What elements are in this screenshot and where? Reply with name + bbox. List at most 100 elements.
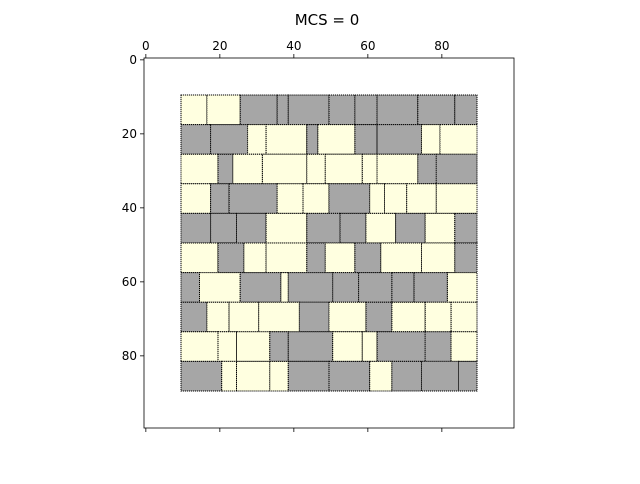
heatmap-cell-empty-r7-c8	[424, 301, 452, 333]
heatmap-cell-filled-r0-c5	[328, 94, 356, 126]
heatmap-cell-filled-r0-c9	[454, 94, 478, 126]
heatmap-cell-empty-r7-c9	[450, 301, 478, 333]
heatmap-cell-empty-r2-c2	[232, 153, 263, 185]
heatmap-cell-empty-r7-c7	[391, 301, 426, 333]
heatmap-cell-empty-r8-c1	[217, 331, 237, 362]
heatmap-cell-filled-r0-c6	[354, 94, 378, 126]
heatmap-cell-empty-r2-c7	[376, 153, 419, 185]
heatmap-cell-empty-r9-c2	[236, 360, 271, 392]
heatmap-cell-filled-r9-c4	[287, 360, 330, 392]
heatmap-cell-filled-r5-c1	[217, 242, 245, 274]
heatmap-cell-empty-r8-c2	[236, 331, 271, 362]
heatmap-cell-filled-r9-c7	[391, 360, 422, 392]
heatmap-cell-filled-r2-c9	[435, 153, 478, 185]
heatmap-cell-empty-r9-c1	[221, 360, 237, 392]
heatmap-cell-empty-r4-c3	[265, 212, 308, 244]
heatmap-cell-empty-r0-c1	[206, 94, 241, 126]
heatmap-cell-filled-r6-c2	[239, 272, 282, 303]
heatmap-cell-filled-r8-c7	[376, 331, 426, 362]
heatmap-cell-filled-r0-c4	[287, 94, 330, 126]
y-tick-label-0: 0	[129, 53, 137, 67]
heatmap-cell-filled-r8-c4	[287, 331, 334, 362]
heatmap-cell-filled-r6-c5	[332, 272, 360, 303]
heatmap-cell-empty-r7-c1	[206, 301, 230, 333]
heatmap-cell-filled-r4-c0	[180, 212, 212, 244]
heatmap-cell-empty-r2-c0	[180, 153, 219, 185]
heatmap-cell-filled-r5-c6	[354, 242, 382, 274]
heatmap-cell-empty-r3-c4	[302, 183, 330, 214]
heatmap-cell-filled-r7-c6	[365, 301, 393, 333]
heatmap-cell-empty-r1-c9	[439, 124, 478, 155]
heatmap-cell-filled-r4-c1	[210, 212, 238, 244]
x-tick-label-0: 0	[142, 39, 150, 53]
heatmap-cell-empty-r3-c3	[276, 183, 304, 214]
heatmap-cell-empty-r8-c6	[361, 331, 378, 362]
heatmap-cell-filled-r0-c2	[239, 94, 278, 126]
heatmap-cell-filled-r4-c7	[395, 212, 426, 244]
heatmap-cell-filled-r5-c9	[454, 242, 478, 274]
heatmap-cell-empty-r1-c3	[265, 124, 308, 155]
heatmap-cell-empty-r3-c0	[180, 183, 212, 214]
heatmap-cell-empty-r9-c3	[269, 360, 289, 392]
heatmap-cell-filled-r1-c4	[306, 124, 319, 155]
heatmap-cell-filled-r4-c4	[306, 212, 341, 244]
y-tick-label-60: 60	[122, 275, 137, 289]
x-tick-label-40: 40	[286, 39, 301, 53]
heatmap-cell-empty-r1-c5	[317, 124, 356, 155]
heatmap-cell-filled-r0-c8	[417, 94, 456, 126]
y-tick-label-40: 40	[122, 201, 137, 215]
heatmap-cell-empty-r2-c5	[324, 153, 363, 185]
heatmap-cell-empty-r3-c7	[384, 183, 408, 214]
heatmap-cell-empty-r5-c5	[324, 242, 356, 274]
heatmap-cell-filled-r6-c4	[287, 272, 334, 303]
heatmap-cell-filled-r7-c4	[298, 301, 330, 333]
heatmap-cell-filled-r6-c6	[358, 272, 393, 303]
y-tick-label-20: 20	[122, 127, 137, 141]
heatmap-cell-empty-r5-c2	[243, 242, 267, 274]
heatmap-cell-empty-r8-c9	[450, 331, 478, 362]
heatmap-cell-empty-r4-c6	[365, 212, 397, 244]
heatmap-cell-filled-r0-c7	[376, 94, 419, 126]
heatmap-cell-empty-r2-c3	[261, 153, 308, 185]
cells-layer	[180, 94, 478, 392]
heatmap-cell-filled-r8-c3	[269, 331, 289, 362]
heatmap-cell-filled-r8-c8	[424, 331, 452, 362]
heatmap-cell-empty-r2-c6	[361, 153, 378, 185]
heatmap-cell-empty-r3-c8	[406, 183, 437, 214]
heatmap-cell-empty-r6-c3	[280, 272, 289, 303]
heatmap-cell-empty-r2-c4	[306, 153, 326, 185]
heatmap-cell-filled-r2-c1	[217, 153, 234, 185]
heatmap-cell-filled-r3-c1	[210, 183, 230, 214]
heatmap-cell-empty-r9-c6	[369, 360, 393, 392]
heatmap-cell-filled-r0-c3	[276, 94, 289, 126]
heatmap-cell-filled-r7-c0	[180, 301, 208, 333]
heatmap-cell-empty-r1-c2	[247, 124, 267, 155]
heatmap-cell-filled-r1-c7	[376, 124, 423, 155]
heatmap-cell-empty-r5-c8	[421, 242, 456, 274]
axes-frame	[143, 57, 515, 429]
heatmap-cell-empty-r6-c9	[446, 272, 478, 303]
heatmap-cell-empty-r3-c6	[369, 183, 386, 214]
heatmap-cell-filled-r6-c7	[391, 272, 415, 303]
heatmap-cell-filled-r6-c8	[413, 272, 448, 303]
heatmap-cell-empty-r7-c3	[258, 301, 300, 333]
heatmap-cell-empty-r0-c0	[180, 94, 208, 126]
heatmap-cell-filled-r6-c0	[180, 272, 200, 303]
heatmap-cell-empty-r5-c0	[180, 242, 219, 274]
heatmap-cell-empty-r8-c5	[332, 331, 363, 362]
y-tick-label-80: 80	[122, 349, 137, 363]
heatmap-cell-filled-r4-c5	[339, 212, 367, 244]
heatmap-cell-filled-r9-c5	[328, 360, 371, 392]
x-tick-label-60: 60	[360, 39, 375, 53]
heatmap-cell-filled-r2-c8	[417, 153, 437, 185]
heatmap-cell-empty-r6-c1	[199, 272, 241, 303]
heatmap-cell-filled-r1-c0	[180, 124, 212, 155]
heatmap-cell-filled-r5-c4	[306, 242, 326, 274]
heatmap-cell-empty-r5-c7	[380, 242, 422, 274]
heatmap-cell-empty-r4-c8	[424, 212, 456, 244]
heatmap-cell-filled-r4-c9	[454, 212, 478, 244]
heatmap-cell-filled-r4-c2	[236, 212, 267, 244]
heatmap-cell-filled-r9-c0	[180, 360, 223, 392]
